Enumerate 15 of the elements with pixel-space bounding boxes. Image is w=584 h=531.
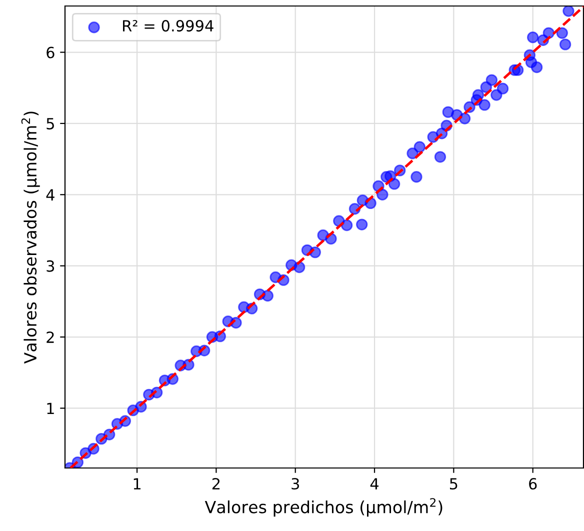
y-tick-label: 1 <box>47 402 54 414</box>
y-tick-label: 2 <box>46 331 54 343</box>
x-tick-label: 3 <box>292 478 299 490</box>
y-tick-label: 4 <box>46 189 54 200</box>
x-axis-title: Valores predichos (µmol/m$^{2}$) <box>204 498 442 517</box>
y-tick-label: 6 <box>46 46 54 58</box>
legend-label: R² = 0.9994 <box>123 20 214 32</box>
x-tick-label: 5 <box>450 478 458 490</box>
y-axis-title: Valores observados (µmol/m$^{2}$) <box>21 112 40 364</box>
y-tick-label: 5 <box>46 118 54 130</box>
y-tick-label: 3 <box>46 260 54 272</box>
x-tick-label: 6 <box>529 478 537 490</box>
x-tick-label: 2 <box>212 478 220 490</box>
x-tick-label: 1 <box>134 478 140 490</box>
x-tick-label: 4 <box>370 478 379 490</box>
